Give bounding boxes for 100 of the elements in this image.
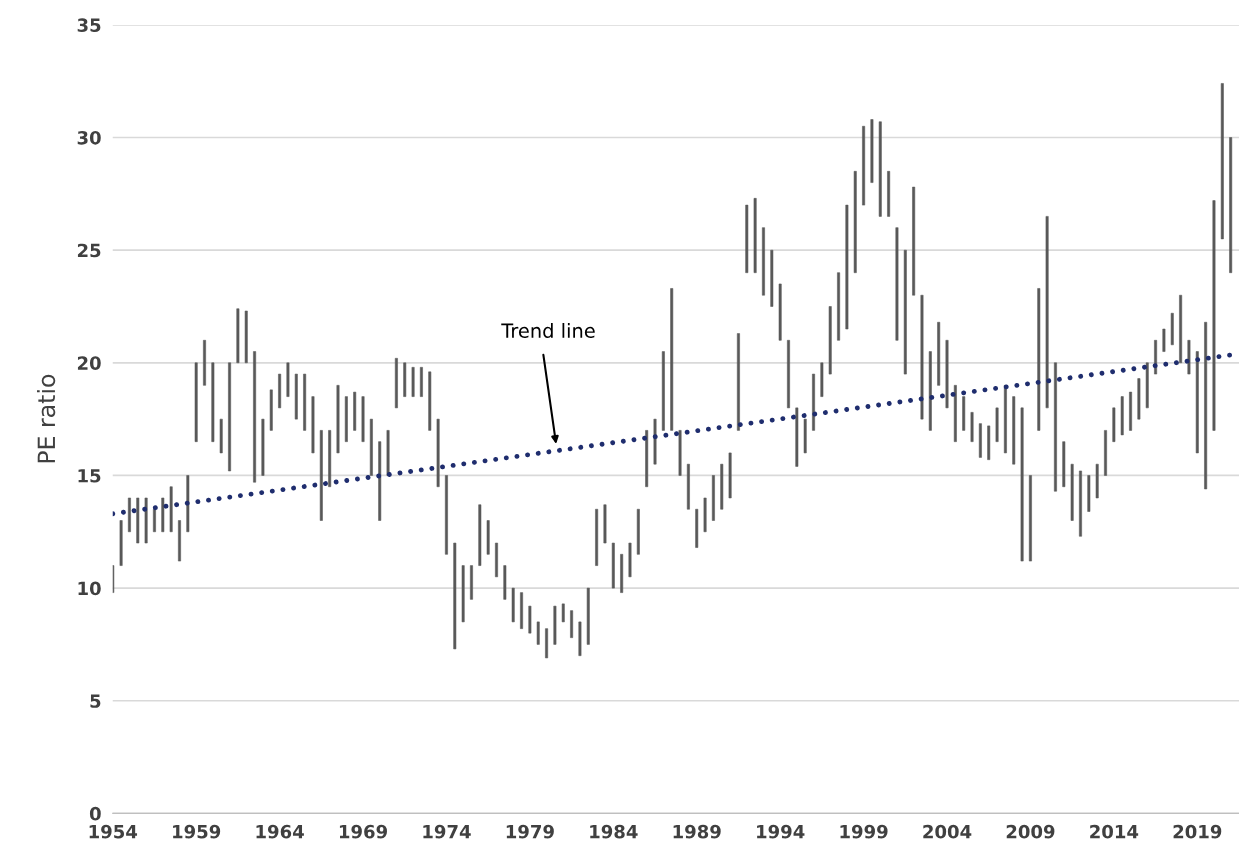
- bar: [1195, 351, 1199, 454]
- bar: [161, 497, 165, 533]
- bar: [436, 418, 440, 487]
- bar: [545, 628, 549, 659]
- bar: [1220, 83, 1224, 240]
- bar: [920, 294, 924, 420]
- y-tick-label: 15: [78, 469, 101, 483]
- bar: [136, 497, 140, 544]
- y-tick-label: 0: [89, 806, 101, 821]
- x-tick-label: 2014: [1090, 824, 1139, 839]
- bar: [670, 288, 674, 431]
- bar: [520, 592, 523, 629]
- x-tick-label: 1954: [89, 824, 138, 839]
- annotation: Trend line: [501, 322, 595, 339]
- bar: [394, 358, 398, 409]
- y-axis-title: PE ratio: [36, 374, 56, 463]
- bar: [770, 249, 774, 307]
- x-tick-label: 2019: [1173, 824, 1222, 839]
- bar: [603, 504, 607, 544]
- bar: [628, 542, 632, 578]
- bar: [995, 407, 999, 442]
- bar: [294, 373, 298, 420]
- bar: [303, 373, 307, 431]
- bar: [586, 587, 590, 645]
- bar: [1045, 216, 1049, 409]
- bar: [953, 385, 957, 442]
- bar: [845, 204, 849, 330]
- bar: [895, 227, 899, 341]
- bar: [620, 554, 624, 593]
- bar: [1212, 200, 1216, 431]
- bar: [753, 198, 757, 273]
- x-tick-label: 1979: [506, 824, 554, 839]
- x-tick-label: 2009: [1006, 824, 1055, 839]
- bar: [461, 565, 465, 623]
- x-tick-label: 1999: [840, 824, 888, 839]
- x-tick-label: 1974: [423, 824, 471, 839]
- bar: [536, 621, 540, 645]
- x-tick-label: 1964: [256, 824, 304, 839]
- y-tick-label: 30: [77, 130, 101, 145]
- bar: [1187, 340, 1191, 375]
- bar: [1095, 463, 1099, 499]
- bar: [570, 610, 574, 638]
- bar: [1079, 470, 1082, 537]
- bar: [987, 425, 991, 460]
- bar: [962, 396, 966, 431]
- bar: [745, 204, 749, 273]
- bar: [127, 497, 131, 533]
- bar: [470, 565, 473, 600]
- bar: [219, 418, 223, 454]
- y-tick-label: 20: [77, 356, 101, 370]
- bar: [1112, 407, 1116, 442]
- bar: [561, 603, 565, 623]
- bar: [503, 565, 507, 600]
- y-tick-label: 25: [77, 243, 101, 258]
- bar: [1204, 321, 1208, 490]
- bar: [511, 587, 515, 623]
- bar: [153, 508, 156, 533]
- bar: [1229, 137, 1233, 273]
- bar: [428, 371, 432, 431]
- x-tick-label: 1994: [757, 824, 805, 839]
- bar: [378, 441, 382, 521]
- bar: [1062, 441, 1066, 487]
- bar: [1087, 475, 1091, 512]
- bar: [903, 249, 907, 375]
- bar: [419, 367, 423, 397]
- bar: [820, 362, 824, 397]
- bar: [328, 430, 332, 487]
- bar: [528, 605, 532, 634]
- bar: [937, 321, 941, 386]
- bar: [636, 508, 640, 555]
- bar: [711, 475, 715, 521]
- bar: [928, 351, 932, 431]
- bar: [211, 362, 215, 442]
- bar: [344, 396, 348, 442]
- bar: [203, 340, 206, 386]
- x-tick-label: 1984: [590, 824, 638, 839]
- bar: [678, 430, 682, 476]
- bar: [411, 367, 415, 397]
- bar: [578, 621, 582, 656]
- bar: [178, 520, 181, 562]
- bar: [261, 418, 265, 476]
- x-tick-label: 1969: [339, 824, 387, 839]
- bar: [1028, 475, 1032, 562]
- bar: [1137, 378, 1141, 420]
- bar: [1120, 396, 1124, 436]
- bar: [978, 423, 982, 458]
- bar: [486, 520, 490, 555]
- bar: [453, 542, 457, 650]
- bar: [336, 385, 340, 454]
- bar: [795, 407, 799, 467]
- bar: [369, 418, 373, 476]
- bar: [887, 171, 891, 217]
- bar: [311, 396, 315, 454]
- bar: [236, 308, 240, 364]
- bar: [853, 171, 857, 273]
- x-tick-label: 1989: [673, 824, 721, 839]
- bar: [778, 283, 782, 341]
- bar: [862, 125, 866, 206]
- bar: [1170, 312, 1174, 346]
- bar: [495, 542, 498, 578]
